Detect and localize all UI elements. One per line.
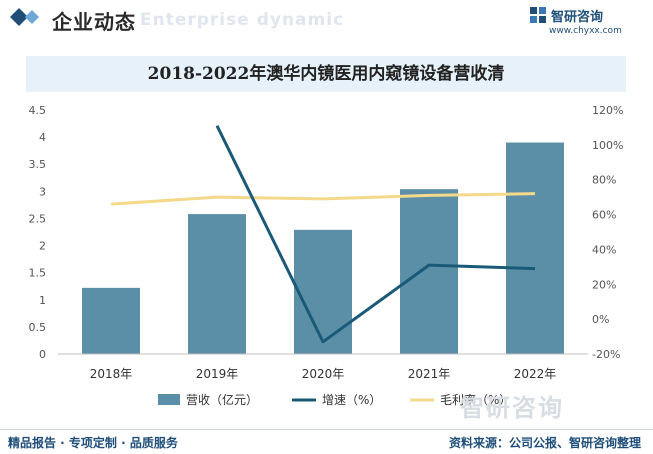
legend-label-margin: 毛利率（%）: [440, 392, 511, 407]
y-left-tick-label: 2: [39, 240, 46, 253]
y-right-tick-label: 40%: [592, 243, 616, 256]
bar-revenue: [82, 287, 140, 354]
legend-label-revenue: 营收（亿元）: [186, 392, 258, 407]
watermark-text: 智研咨询: [460, 394, 564, 422]
x-tick-label: 2022年: [514, 367, 557, 381]
y-left-tick-label: 3: [39, 185, 46, 198]
footer-source: 资料来源：公司公报、智研咨询整理: [448, 436, 641, 450]
y-left-tick-label: 4.5: [29, 104, 47, 117]
y-right-tick-label: 80%: [592, 174, 616, 187]
x-tick-label: 2018年: [90, 367, 133, 381]
y-right-tick-label: -20%: [592, 348, 620, 361]
y-right-tick-label: 100%: [592, 139, 623, 152]
y-left-tick-label: 3.5: [29, 158, 47, 171]
y-right-tick-label: 60%: [592, 209, 616, 222]
line-growth-rate: [215, 125, 536, 344]
bar-revenue: [294, 229, 352, 354]
header: Enterprise dynamic 企业动态 智研咨询 www.chyxx.c…: [0, 0, 653, 40]
x-tick-label: 2021年: [408, 367, 451, 381]
y-left-tick-label: 0: [39, 348, 46, 361]
footer-slogan: 精品报告 · 专项定制 · 品质服务: [8, 436, 178, 450]
y-right-tick-label: 0%: [592, 313, 609, 326]
y-left-tick-label: 4: [39, 131, 46, 144]
section-subtitle: Enterprise dynamic: [140, 10, 345, 30]
x-tick-label: 2019年: [196, 367, 239, 381]
brand-logo-icon: [530, 7, 546, 23]
brand: 智研咨询 www.chyxx.com: [529, 5, 639, 39]
diamond-icon: [10, 8, 39, 26]
section-title: 企业动态: [52, 10, 136, 34]
line-gross-margin: [110, 192, 536, 206]
y-right-tick-label: 20%: [592, 278, 616, 291]
bar-revenue: [506, 142, 564, 354]
legend-swatch-revenue: [158, 394, 180, 405]
footer-divider: [0, 429, 653, 430]
y-left-tick-label: 0.5: [29, 321, 47, 334]
bar-revenue: [188, 214, 246, 354]
y-right-tick-label: 120%: [592, 104, 623, 117]
brand-name: 智研咨询: [551, 10, 604, 25]
y-left-tick-label: 1.5: [29, 267, 47, 280]
x-tick-label: 2020年: [302, 367, 345, 381]
brand-url: www.chyxx.com: [549, 26, 622, 36]
legend-label-growth: 增速（%）: [322, 393, 381, 407]
y-left-tick-label: 1: [39, 294, 46, 307]
chart-title: 2018-2022年澳华内镜医用内窥镜设备营收清: [147, 64, 505, 84]
chart: 0 0.5 1 1.5 2 2.5 3 3.5 4 4.5 -20% 0% 20% 40% 60% 80% 10…: [29, 104, 624, 407]
chart-title-band: 2018-2022年澳华内镜医用内窥镜设备营收清: [26, 56, 626, 92]
bar-revenue: [400, 189, 458, 354]
y-left-tick-label: 2.5: [29, 212, 47, 225]
